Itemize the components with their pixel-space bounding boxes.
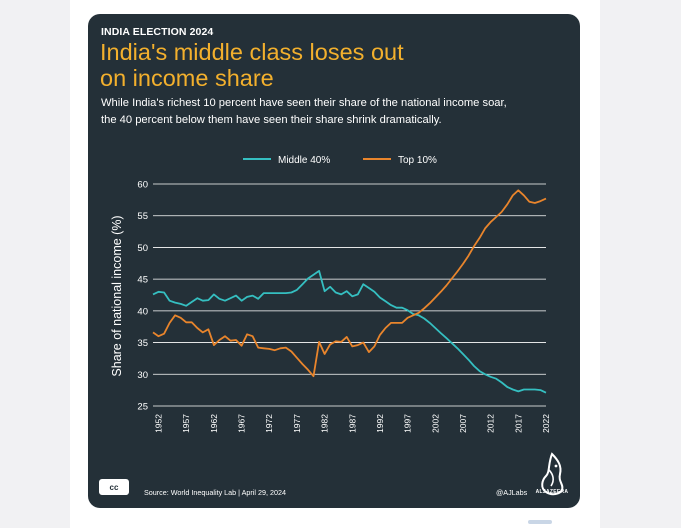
x-tick-label: 1992	[375, 414, 385, 433]
aljazeera-wordmark: ALJAZEERA	[535, 489, 569, 495]
y-axis-label: Share of national income (%)	[110, 215, 124, 376]
x-tick-label: 1962	[209, 414, 219, 433]
chart-series	[152, 189, 547, 394]
y-tick-label: 40	[137, 306, 148, 317]
infographic-card: INDIA ELECTION 2024 India's middle class…	[88, 14, 580, 508]
aljazeera-logo-icon	[541, 452, 564, 496]
series-line-middle-40	[152, 269, 547, 394]
y-tick-label: 35	[137, 338, 148, 349]
kicker-label: INDIA ELECTION 2024	[101, 26, 214, 38]
ajlabs-handle: @AJLabs	[496, 488, 528, 497]
line-chart: Middle 40% Top 10% 25 30 35 40 45 50 55 60 1952…	[110, 155, 551, 433]
x-tick-label: 1972	[264, 414, 274, 433]
y-tick-label: 45	[137, 275, 148, 286]
x-tick-label: 2022	[541, 414, 551, 433]
chart-grid	[153, 183, 546, 407]
creative-commons-icon: cc	[99, 479, 129, 495]
legend-label-middle: Middle 40%	[278, 155, 330, 166]
x-tick-label: 2012	[486, 414, 496, 433]
y-axis-ticks: 25 30 35 40 45 50 55 60	[137, 180, 148, 413]
x-tick-label: 2017	[513, 414, 523, 433]
chart-title-line-2: on income share	[100, 65, 274, 91]
x-tick-label: 1952	[154, 414, 164, 433]
x-tick-label: 2002	[430, 414, 440, 433]
x-tick-label: 1982	[320, 414, 330, 433]
chart-title-line-1: India's middle class loses out	[100, 39, 404, 65]
x-tick-label: 2007	[458, 414, 468, 433]
y-tick-label: 30	[137, 370, 148, 381]
x-tick-label: 1957	[181, 414, 191, 433]
chart-subtitle-line-1: While India's richest 10 percent have se…	[101, 97, 507, 109]
y-tick-label: 50	[137, 243, 148, 254]
series-line-top-10	[152, 189, 547, 378]
x-tick-label: 1987	[347, 414, 357, 433]
y-tick-label: 25	[137, 402, 148, 413]
scroll-indicator[interactable]	[528, 520, 552, 524]
chart-legend: Middle 40% Top 10%	[243, 155, 437, 166]
y-tick-label: 55	[137, 211, 148, 222]
chart-subtitle-line-2: the 40 percent below them have seen thei…	[101, 113, 442, 126]
x-tick-label: 1967	[237, 414, 247, 433]
source-credit: Source: World Inequality Lab | April 29,…	[144, 488, 286, 497]
y-tick-label: 60	[137, 180, 148, 191]
chart-title: India's middle class loses out on income…	[100, 39, 560, 91]
legend-label-top: Top 10%	[398, 155, 437, 166]
x-axis-ticks: 1952 1957 1962 1967 1972 1977 1982 1987 1992 1997…	[154, 414, 551, 433]
x-tick-label: 1997	[403, 414, 413, 433]
chart-subtitle: While India's richest 10 percent have se…	[101, 95, 576, 128]
x-tick-label: 1977	[292, 414, 302, 433]
